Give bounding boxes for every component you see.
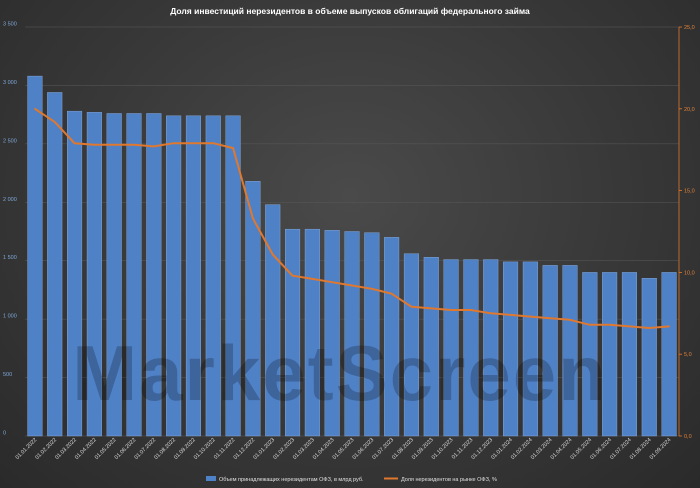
line-point bbox=[589, 323, 591, 326]
bar bbox=[185, 115, 201, 437]
legend: Объем принадлежащих нерезидентам ОФЗ, в … bbox=[206, 476, 497, 483]
line-point bbox=[509, 314, 512, 316]
bar bbox=[621, 272, 637, 437]
y-left-tick-label: 2 500 bbox=[3, 138, 17, 144]
line-point bbox=[291, 274, 294, 277]
x-tick-label: 01.09.2024 bbox=[649, 437, 673, 461]
bar bbox=[522, 261, 538, 437]
line-point bbox=[172, 142, 175, 144]
line-series bbox=[34, 107, 670, 329]
bar bbox=[602, 272, 618, 437]
y-right-tick-label: 10,0 bbox=[684, 270, 695, 276]
bar bbox=[86, 112, 102, 437]
line-point bbox=[331, 281, 333, 284]
line-point bbox=[212, 142, 215, 144]
bar bbox=[443, 259, 459, 437]
y-left-tick-label: 2 000 bbox=[3, 197, 17, 203]
line-point bbox=[351, 284, 353, 287]
bar bbox=[562, 265, 578, 437]
bar bbox=[483, 259, 499, 437]
line-point bbox=[271, 253, 274, 256]
line-point bbox=[192, 142, 195, 144]
bar bbox=[403, 253, 419, 437]
bar bbox=[503, 261, 519, 437]
y-right-tick-label: 25,0 bbox=[684, 25, 695, 31]
bar bbox=[582, 272, 598, 437]
line-point bbox=[113, 143, 115, 146]
bar bbox=[27, 75, 43, 437]
y-axis-right: 0,0 5,0 10,0 15,0 20,0 25,0 bbox=[678, 25, 695, 440]
line-point bbox=[549, 317, 551, 320]
line-point bbox=[430, 307, 433, 310]
line-point bbox=[232, 147, 234, 149]
bar bbox=[641, 278, 657, 437]
bar bbox=[205, 115, 221, 437]
bar bbox=[47, 92, 63, 437]
bar bbox=[661, 272, 677, 437]
line-point bbox=[529, 315, 532, 318]
line-point bbox=[450, 309, 452, 311]
bar bbox=[166, 115, 182, 437]
y-left-tick-label: 500 bbox=[3, 372, 12, 378]
line-point bbox=[133, 143, 135, 146]
bar bbox=[67, 110, 83, 437]
bar bbox=[245, 181, 261, 437]
line-point bbox=[311, 278, 314, 280]
line-point bbox=[252, 217, 254, 220]
legend-swatch-bars bbox=[206, 476, 216, 481]
legend-label-bars: Объем принадлежащих нерезидентам ОФЗ, в … bbox=[219, 477, 364, 483]
line-point bbox=[608, 323, 611, 326]
bar bbox=[463, 259, 479, 437]
bar bbox=[364, 232, 380, 437]
line-point bbox=[153, 145, 155, 148]
line-point bbox=[53, 121, 56, 123]
y-right-tick-label: 20,0 bbox=[684, 107, 695, 113]
bar bbox=[344, 231, 360, 437]
bar bbox=[423, 257, 439, 437]
bar bbox=[106, 113, 122, 437]
line-point bbox=[628, 325, 631, 328]
bar bbox=[225, 115, 241, 437]
line-point bbox=[73, 142, 76, 144]
line-point bbox=[648, 327, 651, 329]
y-left-tick-label: 1 500 bbox=[3, 255, 17, 261]
bar bbox=[146, 113, 162, 437]
y-left-tick-label: 3 500 bbox=[3, 22, 17, 28]
line-point bbox=[569, 319, 571, 321]
legend-label-line: Доля нерезидентов на рынке ОФЗ, % bbox=[401, 477, 497, 483]
bar bbox=[304, 228, 320, 437]
chart-title: Доля инвестиций нерезидентов в объеме вы… bbox=[170, 6, 530, 16]
line-point bbox=[489, 312, 492, 315]
line-point bbox=[93, 143, 96, 146]
bar-series bbox=[27, 75, 677, 437]
bar bbox=[265, 204, 281, 437]
line-point bbox=[410, 305, 413, 308]
bar bbox=[126, 113, 142, 437]
line-point bbox=[371, 287, 373, 290]
y-axis-left: 0 500 1 000 1 500 2 000 2 500 3 000 3 500 bbox=[3, 22, 17, 437]
y-right-tick-label: 15,0 bbox=[684, 189, 695, 195]
y-right-tick-label: 5,0 bbox=[684, 352, 692, 358]
watermark: MarketScreen bbox=[72, 329, 608, 417]
y-right-tick-label: 0,0 bbox=[684, 434, 692, 440]
bar bbox=[384, 237, 400, 437]
line-point bbox=[34, 108, 36, 110]
line-point bbox=[470, 309, 472, 311]
y-left-tick-label: 3 000 bbox=[3, 80, 17, 86]
y-left-tick-label: 0 bbox=[3, 431, 6, 437]
x-axis: 01.01.202201.02.202201.03.202201.04.2022… bbox=[15, 437, 673, 461]
bar bbox=[285, 228, 301, 437]
bar bbox=[542, 265, 558, 437]
line-point bbox=[668, 325, 670, 328]
line-point bbox=[390, 292, 393, 295]
y-left-tick-label: 1 000 bbox=[3, 314, 17, 320]
